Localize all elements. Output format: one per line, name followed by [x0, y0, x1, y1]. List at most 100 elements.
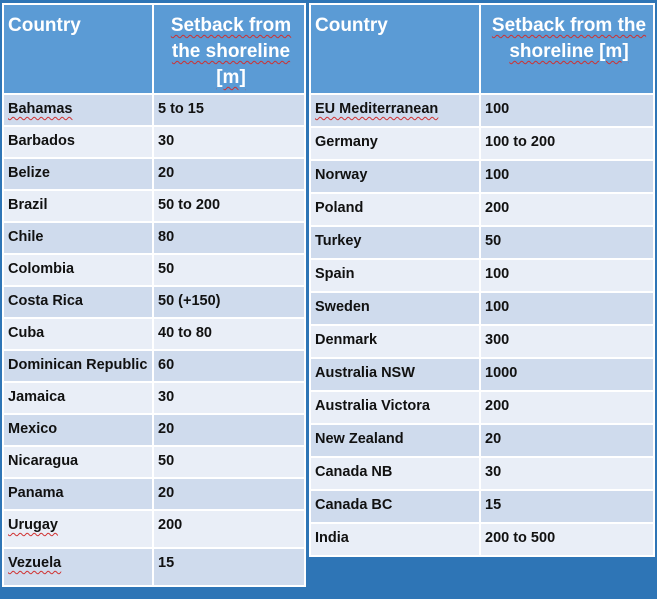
setback-cell: 20 — [152, 157, 306, 191]
country-cell: Poland — [309, 192, 481, 227]
setback-cell: 1000 — [479, 357, 655, 392]
table-row: Germany 100 to 200 — [309, 126, 655, 161]
table-row: Spain 100 — [309, 258, 655, 293]
table-row: EU Mediterranean 100 — [309, 93, 655, 128]
table-row: Mexico 20 — [2, 413, 306, 447]
table-row: Belize 20 — [2, 157, 306, 191]
country-cell: Mexico — [2, 413, 154, 447]
setback-cell: 15 — [479, 489, 655, 524]
country-name: Cuba — [8, 325, 45, 341]
table-row: Nicaragua 50 — [2, 445, 306, 479]
table-row: Sweden 100 — [309, 291, 655, 326]
table-row: Cuba 40 to 80 — [2, 317, 306, 351]
setback-cell: 20 — [152, 413, 306, 447]
table-row: Bahamas 5 to 15 — [2, 93, 306, 127]
setback-value: 80 — [158, 229, 175, 245]
setback-cell: 200 — [479, 192, 655, 227]
country-name: Panama — [8, 485, 64, 501]
country-name: India — [315, 530, 349, 546]
country-name: Jamaica — [8, 389, 66, 405]
setback-cell: 30 — [152, 381, 306, 415]
country-cell: Cuba — [2, 317, 154, 351]
setback-cell: 200 — [479, 390, 655, 425]
country-name: Mexico — [8, 421, 58, 437]
country-name: Norway — [315, 167, 368, 183]
setback-value: 50 — [485, 233, 502, 249]
country-cell: EU Mediterranean — [309, 93, 481, 128]
setback-value: 15 — [158, 555, 175, 571]
setback-value: 5 to 15 — [158, 101, 204, 117]
setback-cell: 100 — [479, 258, 655, 293]
table-row: Canada BC 15 — [309, 489, 655, 524]
header-country: Country — [2, 3, 154, 95]
country-cell: Turkey — [309, 225, 481, 260]
country-cell: Denmark — [309, 324, 481, 359]
table-row: Dominican Republic 60 — [2, 349, 306, 383]
table-row: Denmark 300 — [309, 324, 655, 359]
country-name: Australia Victora — [315, 398, 430, 414]
setback-cell: 100 to 200 — [479, 126, 655, 161]
country-name: Costa Rica — [8, 293, 83, 309]
setback-value: 100 — [485, 299, 510, 315]
setback-value: 100 — [485, 101, 510, 117]
country-cell: Canada BC — [309, 489, 481, 524]
setback-value: 200 — [158, 517, 183, 533]
country-name: Colombia — [8, 261, 75, 277]
table-row: Panama 20 — [2, 477, 306, 511]
country-cell: Panama — [2, 477, 154, 511]
country-name: Chile — [8, 229, 44, 245]
setback-cell: 100 — [479, 291, 655, 326]
setback-cell: 30 — [479, 456, 655, 491]
table-row: Jamaica 30 — [2, 381, 306, 415]
setback-cell: 50 to 200 — [152, 189, 306, 223]
country-name: Poland — [315, 200, 364, 216]
country-cell: Chile — [2, 221, 154, 255]
table-row: Turkey 50 — [309, 225, 655, 260]
setback-value: 15 — [485, 497, 502, 513]
setback-value: 20 — [158, 485, 175, 501]
setback-value: 30 — [485, 464, 502, 480]
country-cell: Bahamas — [2, 93, 154, 127]
country-cell: Norway — [309, 159, 481, 194]
table-row: Urugay 200 — [2, 509, 306, 549]
country-name: Turkey — [315, 233, 362, 249]
table-row: Brazil 50 to 200 — [2, 189, 306, 223]
setback-value: 1000 — [485, 365, 518, 381]
table-row: Poland 200 — [309, 192, 655, 227]
table-row: Canada NB 30 — [309, 456, 655, 491]
table-row: Australia NSW 1000 — [309, 357, 655, 392]
country-name: Australia NSW — [315, 365, 415, 381]
setback-cell: 50 — [152, 253, 306, 287]
country-cell: Spain — [309, 258, 481, 293]
country-cell: Barbados — [2, 125, 154, 159]
setback-cell: 60 — [152, 349, 306, 383]
table-row: Costa Rica 50 (+150) — [2, 285, 306, 319]
country-cell: Brazil — [2, 189, 154, 223]
setback-value: 20 — [158, 165, 175, 181]
country-name: Urugay — [8, 517, 58, 533]
setback-value: 20 — [485, 431, 502, 447]
setback-value: 50 to 200 — [158, 197, 221, 213]
country-name: Brazil — [8, 197, 48, 213]
country-name: EU Mediterranean — [315, 101, 439, 117]
setback-value: 20 — [158, 421, 175, 437]
table-row: Barbados 30 — [2, 125, 306, 159]
country-name: Belize — [8, 165, 50, 181]
country-name: Dominican Republic — [8, 357, 148, 373]
setback-value: 50 (+150) — [158, 293, 221, 309]
country-cell: Australia NSW — [309, 357, 481, 392]
header-setback: Setback from the shoreline [m] — [152, 3, 306, 95]
setback-value: 30 — [158, 133, 175, 149]
setback-cell: 15 — [152, 547, 306, 587]
table-row: Vezuela 15 — [2, 547, 306, 587]
country-cell: India — [309, 522, 481, 557]
setback-cell: 100 — [479, 159, 655, 194]
setback-cell: 40 to 80 — [152, 317, 306, 351]
country-name: Nicaragua — [8, 453, 79, 469]
setback-cell: 50 (+150) — [152, 285, 306, 319]
setback-value: 40 to 80 — [158, 325, 212, 341]
setback-value: 60 — [158, 357, 175, 373]
country-cell: Germany — [309, 126, 481, 161]
country-cell: Vezuela — [2, 547, 154, 587]
setback-cell: 300 — [479, 324, 655, 359]
